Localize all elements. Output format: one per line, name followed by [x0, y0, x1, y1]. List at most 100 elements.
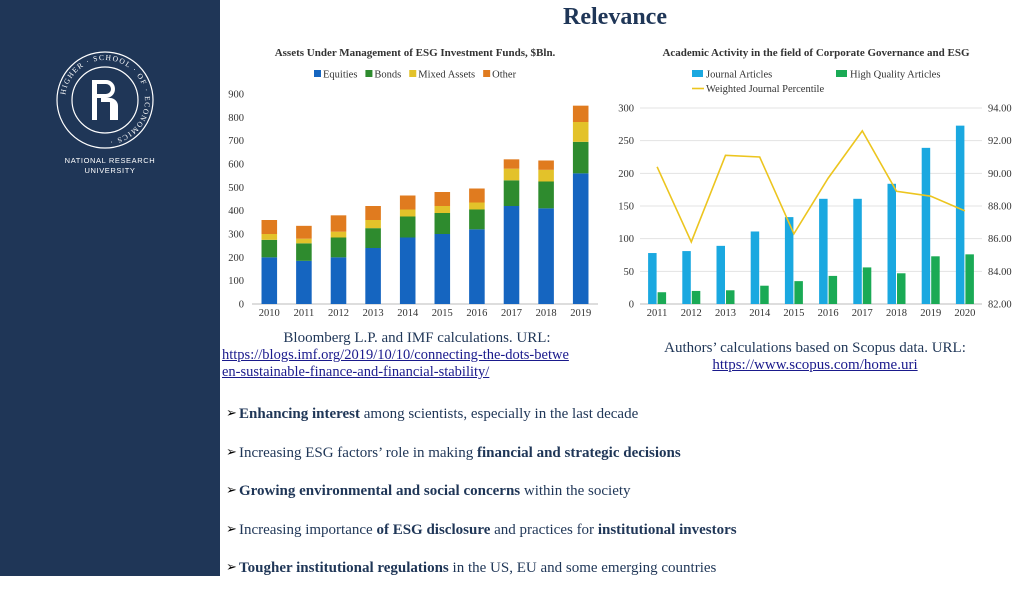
bar-mixed-assets	[434, 206, 451, 213]
university-name: NATIONAL RESEARCH UNIVERSITY	[0, 156, 220, 176]
bar-mixed-assets	[330, 231, 347, 238]
bar-high-quality-articles	[828, 275, 838, 304]
arrow-bullet-icon: ➢	[226, 406, 237, 421]
y-tick-label: 400	[228, 206, 244, 217]
x-tick-label: 2018	[536, 308, 557, 319]
y-left-tick-label: 200	[618, 169, 634, 180]
bar-bonds	[365, 228, 381, 248]
aum-chart: Equities Bonds Mixed Assets Other 0 100 200 300…	[228, 70, 598, 319]
bar-mixed-assets	[399, 209, 416, 217]
y-tick-label: 200	[228, 253, 244, 264]
logo-emblem	[92, 80, 118, 120]
bullet-text: in the US, EU and some emerging countrie…	[448, 560, 717, 576]
bullet-text: Growing environmental and social concern…	[239, 483, 521, 499]
x-tick-label: 2017	[501, 308, 522, 319]
y-right-tick-label: 82.00	[988, 300, 1012, 311]
bar-journal-articles	[819, 198, 828, 304]
bar-journal-articles	[784, 217, 794, 304]
bar-high-quality-articles	[931, 256, 940, 304]
bar-high-quality-articles	[965, 254, 974, 304]
y-right-tick-label: 84.00	[988, 267, 1012, 278]
bar-equities	[296, 260, 312, 304]
bar-bonds	[503, 180, 520, 206]
academic-chart: Journal Articles High Quality Articles Wei…	[618, 70, 1012, 320]
bar-high-quality-articles	[897, 273, 906, 304]
source-left-url-line2: en-sustainable-finance-and-financial-sta…	[222, 364, 490, 380]
x-tick-label: 2019	[920, 308, 941, 319]
bar-equities	[330, 257, 347, 304]
university-line-1: NATIONAL RESEARCH	[64, 156, 156, 165]
bar-journal-articles	[853, 198, 862, 304]
bar-high-quality-articles	[691, 290, 701, 304]
arrow-bullet-icon: ➢	[226, 560, 237, 575]
arrow-bullet-icon: ➢	[226, 483, 237, 498]
academic-chart-title: Academic Activity in the field of Corpor…	[662, 47, 970, 59]
legend-label-0: Journal Articles	[706, 70, 772, 81]
legend-label-1: Bonds	[374, 70, 401, 81]
bar-equities	[434, 234, 451, 304]
y-left-tick-label: 150	[618, 202, 634, 213]
bar-equities	[399, 237, 416, 304]
source-right-text: Authors’ calculations based on Scopus da…	[664, 340, 966, 356]
y-tick-label: 800	[228, 113, 244, 124]
bar-journal-articles	[682, 251, 691, 304]
legend-swatch-1	[836, 70, 847, 77]
aum-chart-title: Assets Under Management of ESG Investmen…	[274, 47, 556, 59]
y-tick-label: 300	[228, 230, 244, 241]
y-right-tick-label: 86.00	[988, 234, 1012, 245]
y-tick-label: 0	[239, 300, 244, 311]
x-tick-label: 2011	[647, 308, 668, 319]
bullet-item-4: ➢ Increasing importance of ESG disclosure…	[226, 520, 1016, 559]
x-tick-label: 2013	[363, 308, 384, 319]
x-tick-label: 2015	[432, 308, 453, 319]
university-line-2: UNIVERSITY	[84, 166, 136, 175]
bar-equities	[365, 248, 381, 304]
bullet-text: institutional investors	[597, 521, 737, 538]
bar-high-quality-articles	[726, 290, 735, 304]
source-right: Authors’ calculations based on Scopus da…	[620, 340, 1010, 374]
y-right-tick-label: 92.00	[988, 136, 1012, 147]
bullet-item-2: ➢ Increasing ESG factors’ role in making …	[226, 443, 1016, 482]
y-left-tick-label: 50	[624, 267, 635, 278]
y-left-tick-label: 0	[629, 300, 634, 311]
bullet-text: of ESG disclosure	[376, 521, 491, 538]
x-tick-label: 2015	[783, 308, 804, 319]
y-right-tick-label: 90.00	[988, 169, 1012, 180]
arrow-bullet-icon: ➢	[226, 521, 237, 537]
bullet-text: among scientists, especially in the last…	[360, 406, 639, 422]
bar-equities	[469, 229, 485, 304]
bullet-item-5: ➢ Tougher institutional regulations in th…	[226, 558, 1016, 597]
bar-other	[503, 159, 520, 169]
y-left-tick-label: 250	[618, 136, 634, 147]
legend-swatch-1	[365, 70, 373, 77]
source-left-link[interactable]: https://blogs.imf.org/2019/10/10/connect…	[222, 347, 569, 380]
bullet-text: Tougher institutional regulations	[239, 560, 449, 576]
bar-mixed-assets	[503, 168, 520, 181]
bar-journal-articles	[750, 231, 760, 304]
x-tick-label: 2019	[570, 308, 591, 319]
bullet-text: and practices for	[490, 521, 598, 538]
bar-bonds	[296, 243, 312, 261]
y-tick-label: 600	[228, 160, 244, 171]
y-tick-label: 100	[228, 276, 244, 287]
y-tick-label: 500	[228, 183, 244, 194]
bar-journal-articles	[648, 253, 657, 304]
bar-mixed-assets	[572, 122, 589, 142]
legend-swatch-0	[314, 70, 321, 77]
y-tick-label: 900	[228, 90, 244, 101]
y-tick-label: 700	[228, 136, 244, 147]
bar-other	[365, 206, 381, 220]
x-tick-label: 2013	[715, 308, 736, 319]
source-right-link[interactable]: https://www.scopus.com/home.uri	[712, 357, 918, 373]
bar-other	[330, 215, 347, 232]
bar-equities	[261, 257, 278, 304]
bar-bonds	[399, 216, 416, 238]
source-left-text: Bloomberg L.P. and IMF calculations. URL…	[283, 330, 551, 346]
legend-swatch-2	[409, 70, 417, 77]
bar-equities	[503, 206, 520, 304]
hse-logo: HIGHER · SCHOOL · OF · ECONOMICS ·	[56, 51, 154, 149]
bar-bonds	[572, 141, 589, 174]
bullet-text: Enhancing interest	[239, 406, 360, 422]
bar-other	[469, 188, 485, 203]
x-tick-label: 2010	[259, 308, 280, 319]
